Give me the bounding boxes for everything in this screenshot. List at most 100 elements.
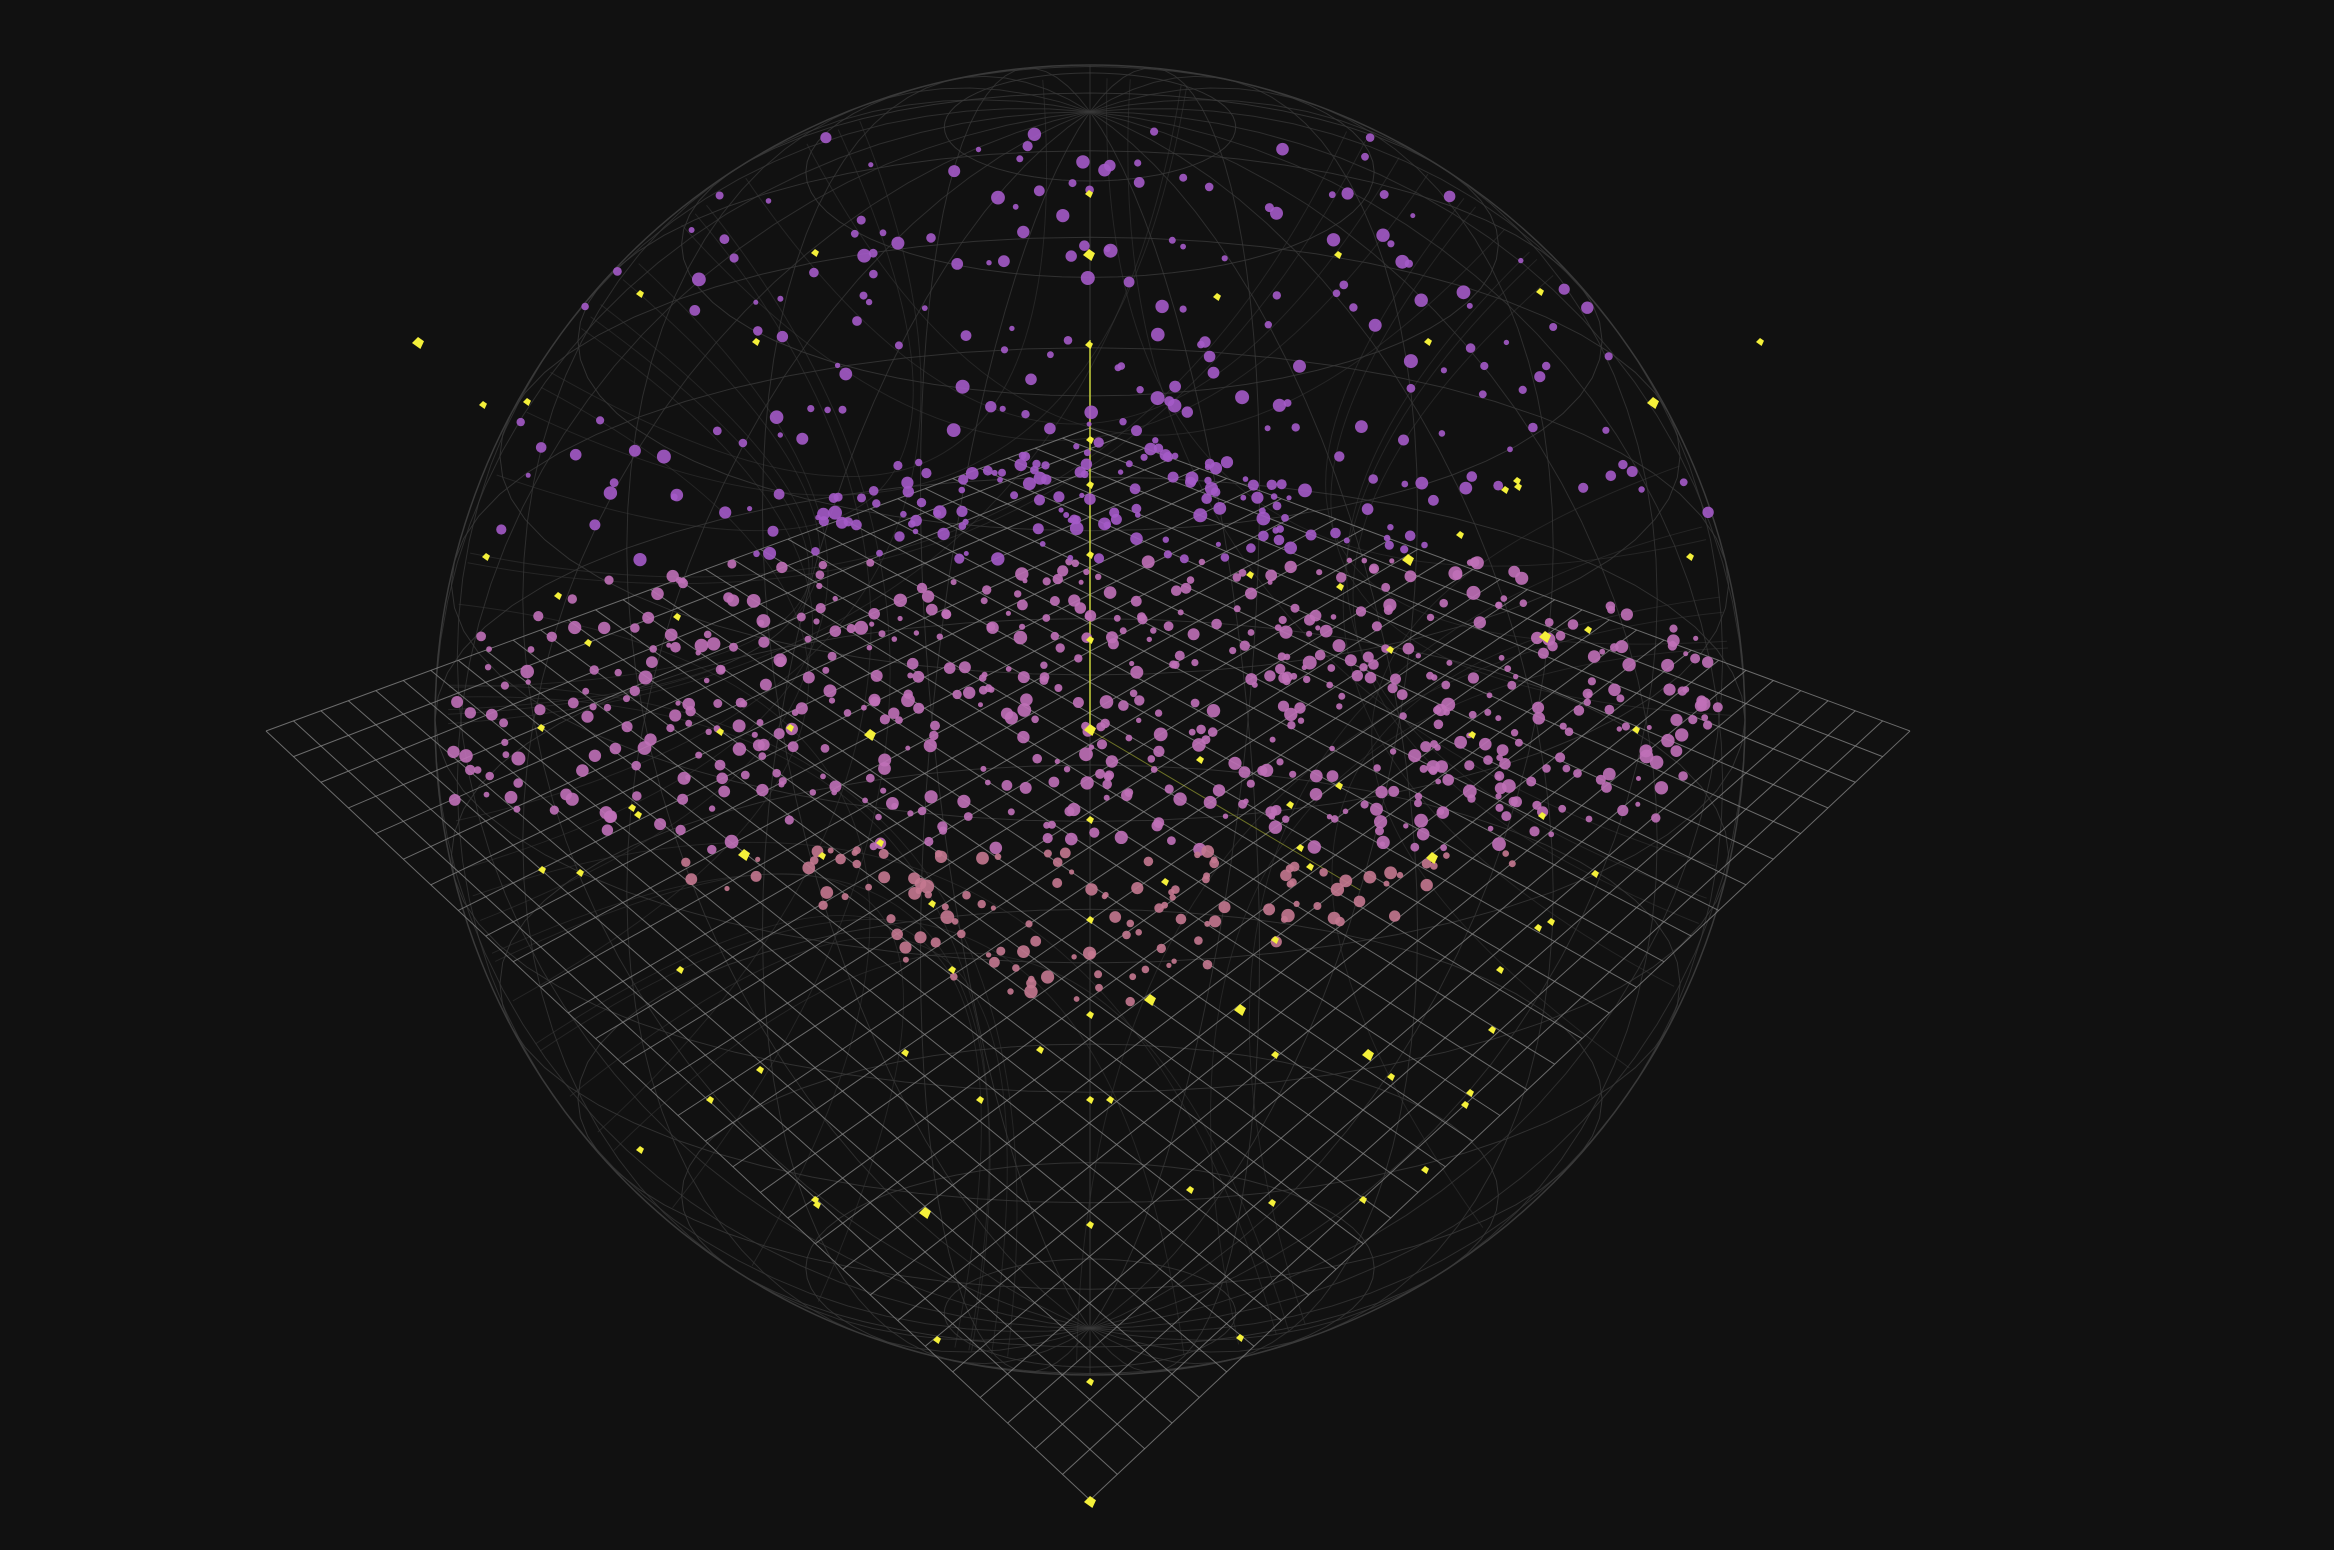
data-point	[850, 229, 859, 238]
data-point	[1238, 569, 1247, 577]
data-point	[1339, 280, 1349, 290]
data-point	[852, 859, 862, 869]
data-point	[891, 636, 898, 642]
data-point	[1330, 527, 1341, 539]
data-point	[1083, 568, 1090, 576]
data-point	[1368, 474, 1378, 484]
data-point	[963, 551, 969, 556]
data-point	[1073, 443, 1080, 450]
data-point	[1201, 493, 1212, 505]
data-point	[1024, 984, 1038, 999]
data-point	[1063, 336, 1073, 345]
data-point	[1578, 482, 1589, 493]
marker-icon	[634, 811, 642, 819]
data-point	[1211, 618, 1222, 630]
data-point	[1040, 661, 1048, 669]
data-point	[976, 851, 989, 865]
data-point	[666, 569, 679, 583]
data-point	[1616, 694, 1625, 703]
data-point	[1371, 621, 1382, 632]
data-point	[484, 664, 492, 671]
data-point	[1083, 946, 1097, 960]
data-point	[677, 793, 689, 805]
data-point	[1298, 483, 1312, 498]
data-point	[1586, 691, 1592, 698]
data-point	[1179, 554, 1189, 564]
data-point	[1487, 825, 1494, 832]
grid-line	[897, 659, 1719, 1321]
marker-icon	[1468, 731, 1476, 739]
data-point	[937, 821, 948, 832]
data-point	[448, 794, 461, 806]
data-point	[1073, 996, 1080, 1002]
data-point	[685, 706, 696, 717]
data-point	[569, 448, 582, 461]
data-point	[958, 486, 966, 494]
data-point	[879, 714, 891, 725]
data-point	[1019, 623, 1026, 630]
data-point	[1198, 558, 1206, 566]
marker-icon	[1086, 436, 1094, 444]
data-point	[893, 460, 903, 471]
data-point	[1381, 582, 1391, 592]
grid-line	[650, 589, 1473, 1142]
data-point	[868, 248, 878, 258]
data-point	[1683, 651, 1689, 657]
data-point	[685, 719, 693, 727]
data-point	[1084, 612, 1093, 621]
sphere-chord	[1127, 79, 1716, 867]
data-point	[1326, 814, 1333, 820]
data-point	[1015, 567, 1029, 581]
data-point	[940, 910, 955, 924]
data-point	[632, 791, 642, 801]
data-point	[1204, 182, 1214, 192]
data-point	[1273, 534, 1285, 546]
data-point	[1251, 681, 1258, 688]
data-point	[991, 190, 1005, 205]
data-point	[1125, 734, 1133, 742]
marker-icon	[752, 338, 760, 346]
data-point	[1277, 700, 1290, 712]
data-point	[1496, 754, 1503, 761]
data-point	[1387, 240, 1395, 248]
data-point	[1415, 653, 1422, 659]
data-point	[795, 702, 808, 715]
data-point	[459, 749, 473, 763]
data-point	[986, 260, 992, 266]
data-point	[1379, 190, 1389, 199]
data-point	[1065, 832, 1078, 846]
data-point	[763, 546, 777, 560]
data-point	[820, 886, 834, 899]
marker-icon	[876, 839, 884, 847]
data-point	[1534, 371, 1546, 383]
data-point	[828, 697, 836, 704]
data-point	[1007, 808, 1015, 816]
data-point	[1669, 624, 1678, 633]
data-point	[1293, 359, 1306, 373]
data-point	[1531, 631, 1544, 645]
data-point	[1134, 159, 1142, 167]
marker-icon	[1547, 918, 1555, 926]
data-point	[1435, 778, 1442, 785]
data-point	[1309, 788, 1323, 801]
data-point	[1375, 785, 1388, 799]
sphere-meridian	[1089, 111, 1419, 1365]
data-point	[1473, 616, 1487, 629]
data-point	[1144, 442, 1157, 456]
data-point	[1204, 920, 1211, 927]
data-point	[875, 813, 882, 821]
data-point	[1197, 340, 1205, 349]
data-point	[834, 362, 841, 369]
marker-icon	[933, 1336, 941, 1344]
data-point	[982, 585, 992, 595]
marker-icon	[1514, 483, 1522, 491]
marker-icon	[1086, 1221, 1094, 1229]
data-point	[1103, 772, 1113, 782]
data-point	[899, 941, 912, 954]
data-point	[567, 594, 577, 604]
data-point	[604, 810, 618, 823]
data-point	[815, 514, 821, 521]
marker-icon	[1084, 724, 1096, 736]
